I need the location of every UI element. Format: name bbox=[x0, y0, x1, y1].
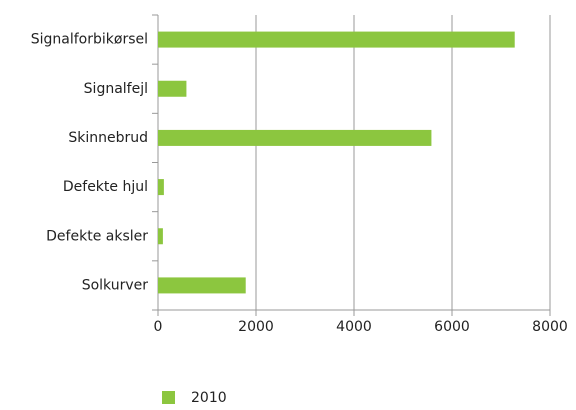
legend-label: 2010 bbox=[191, 390, 227, 406]
x-tick-label: 0 bbox=[154, 319, 163, 335]
x-tick-label: 2000 bbox=[238, 319, 274, 335]
x-tick-label: 8000 bbox=[532, 319, 568, 335]
x-tick-label: 4000 bbox=[336, 319, 372, 335]
bar bbox=[158, 179, 164, 196]
bar bbox=[158, 31, 515, 48]
y-tick-label: Solkurver bbox=[82, 277, 149, 293]
bar bbox=[158, 228, 163, 245]
y-tick-label: Defekte hjul bbox=[63, 179, 148, 195]
bar bbox=[158, 129, 432, 146]
bar bbox=[158, 277, 246, 294]
legend-swatch bbox=[162, 391, 175, 404]
y-tick-label: Skinnebrud bbox=[68, 130, 148, 146]
y-tick-label: Defekte aksler bbox=[46, 228, 148, 244]
bar bbox=[158, 80, 187, 97]
y-tick-label: Signalforbikørsel bbox=[31, 32, 148, 48]
x-tick-label: 6000 bbox=[434, 319, 470, 335]
y-tick-label: Signalfejl bbox=[84, 81, 148, 97]
